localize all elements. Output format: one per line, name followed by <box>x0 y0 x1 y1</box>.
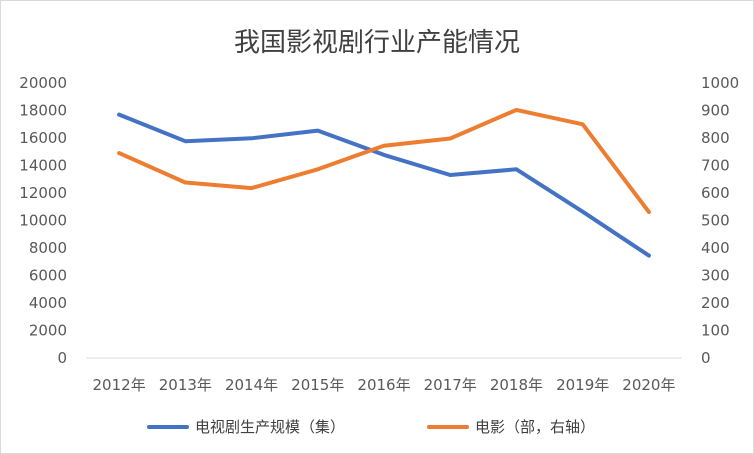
legend-label-2: 电影（部，右轴） <box>475 418 595 436</box>
left-tick-label: 16000 <box>19 129 67 147</box>
right-tick-label: 400 <box>701 239 730 257</box>
x-tick-label: 2015年 <box>291 376 344 394</box>
left-tick-label: 18000 <box>19 102 67 120</box>
right-tick-label: 500 <box>701 212 730 230</box>
right-tick-label: 800 <box>701 129 730 147</box>
right-tick-label: 100 <box>701 322 730 340</box>
x-axis: 2012年 2013年 2014年 2015年 2016年 2017年 2018年 2019年… <box>93 376 676 394</box>
x-tick-label: 2012年 <box>93 376 146 394</box>
left-y-axis: 0 2000 4000 6000 8000 10000 12000 14000 16000 180… <box>19 74 67 367</box>
right-tick-label: 900 <box>701 102 730 120</box>
series-line-2 <box>117 107 651 214</box>
left-tick-label: 10000 <box>19 212 67 230</box>
left-tick-label: 20000 <box>19 74 67 92</box>
x-tick-label: 2014年 <box>225 376 278 394</box>
right-tick-label: 200 <box>701 294 730 312</box>
chart-title: 我国影视剧行业产能情况 <box>234 28 520 58</box>
left-tick-label: 2000 <box>29 322 67 340</box>
plot-series <box>117 107 651 258</box>
x-tick-label: 2018年 <box>490 376 543 394</box>
x-tick-label: 2019年 <box>556 376 609 394</box>
x-tick-label: 2013年 <box>159 376 212 394</box>
x-tick-label: 2017年 <box>424 376 477 394</box>
x-tick-label: 2016年 <box>357 376 410 394</box>
legend-label-1: 电视剧生产规模（集） <box>195 418 345 436</box>
left-tick-label: 12000 <box>19 184 67 202</box>
right-tick-label: 600 <box>701 184 730 202</box>
right-tick-label: 300 <box>701 267 730 285</box>
left-tick-label: 6000 <box>29 267 67 285</box>
left-tick-label: 4000 <box>29 294 67 312</box>
right-tick-label: 0 <box>701 349 711 367</box>
right-tick-label: 700 <box>701 157 730 175</box>
left-tick-label: 8000 <box>29 239 67 257</box>
left-tick-label: 14000 <box>19 157 67 175</box>
legend: 电视剧生产规模（集） 电影（部，右轴） <box>147 418 595 436</box>
left-tick-label: 0 <box>57 349 67 367</box>
right-tick-label: 1000 <box>701 74 739 92</box>
x-tick-label: 2020年 <box>622 376 675 394</box>
right-y-axis: 0 100 200 300 400 500 600 700 800 900 1000 <box>701 74 739 367</box>
